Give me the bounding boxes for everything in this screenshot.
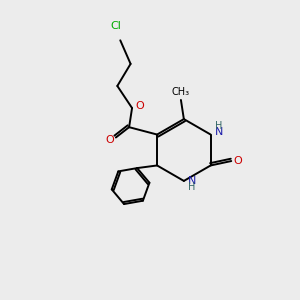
Text: H: H (188, 182, 196, 192)
Text: O: O (135, 101, 144, 111)
Text: H: H (215, 121, 223, 131)
Text: N: N (188, 176, 196, 186)
Text: N: N (215, 127, 223, 137)
Text: CH₃: CH₃ (171, 87, 189, 97)
Text: O: O (233, 156, 242, 166)
Text: Cl: Cl (110, 22, 121, 32)
Text: O: O (105, 135, 114, 146)
